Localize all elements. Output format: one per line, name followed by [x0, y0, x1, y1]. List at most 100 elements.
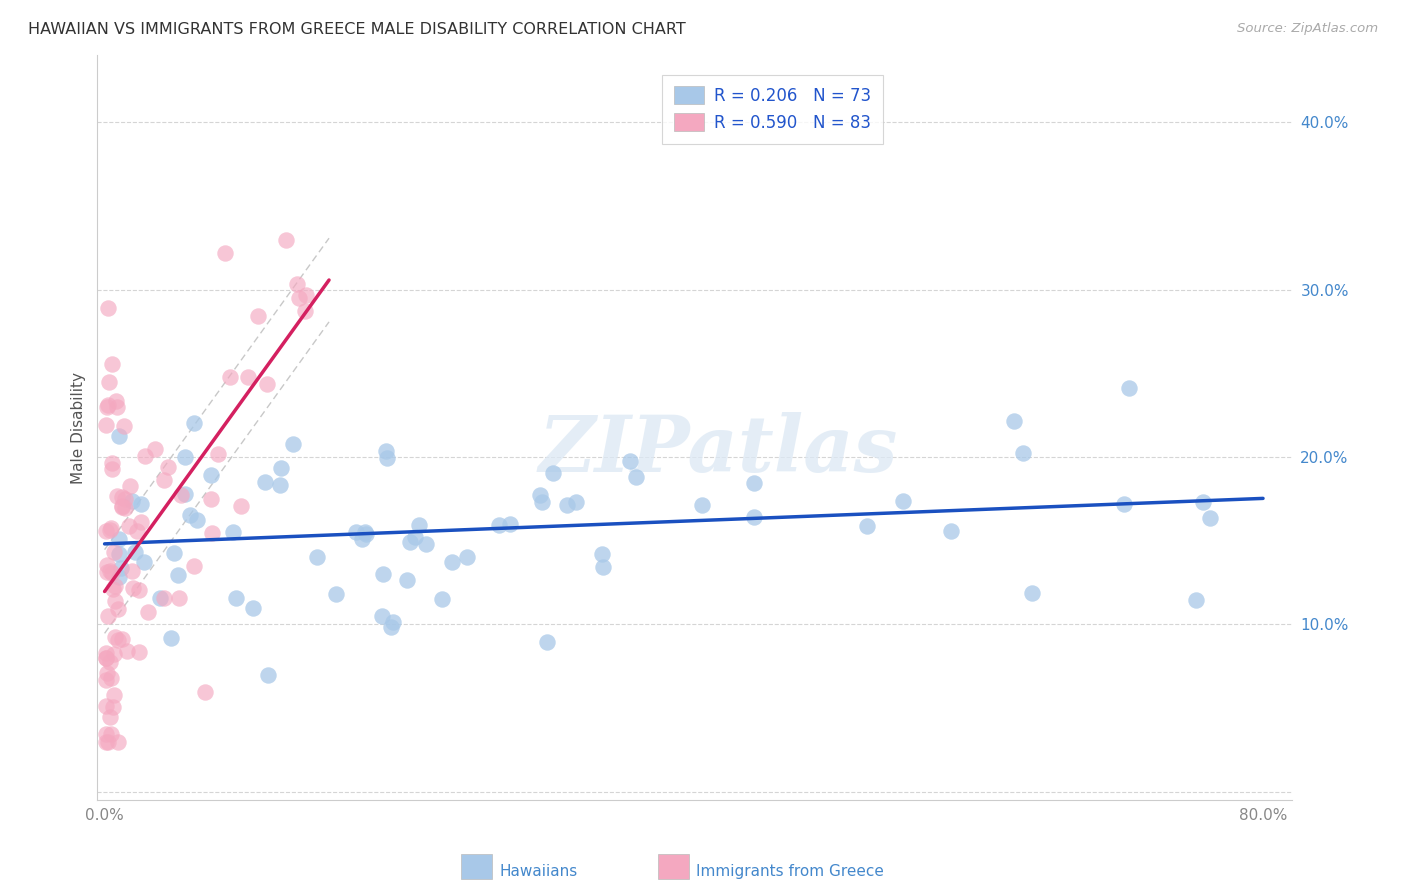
Point	[488, 517, 510, 532]
Point	[1198, 510, 1220, 524]
Point	[207, 447, 229, 461]
Point	[541, 466, 564, 480]
Point	[108, 533, 131, 547]
Point	[143, 442, 166, 456]
Point	[101, 456, 124, 470]
Point	[294, 303, 316, 318]
Point	[274, 233, 297, 247]
Point	[163, 546, 186, 560]
Point	[112, 419, 135, 434]
Point	[124, 545, 146, 559]
Point	[103, 648, 125, 662]
Point	[173, 487, 195, 501]
Point	[107, 632, 129, 647]
Point	[1012, 446, 1035, 460]
Point	[94, 727, 117, 741]
Point	[103, 688, 125, 702]
Point	[110, 632, 132, 647]
Point	[166, 568, 188, 582]
Text: HAWAIIAN VS IMMIGRANTS FROM GREECE MALE DISABILITY CORRELATION CHART: HAWAIIAN VS IMMIGRANTS FROM GREECE MALE …	[28, 22, 686, 37]
Point	[157, 460, 180, 475]
Point	[1118, 381, 1140, 395]
Point	[939, 524, 962, 538]
Point	[94, 651, 117, 665]
Point	[100, 727, 122, 741]
Point	[242, 600, 264, 615]
Point	[626, 470, 648, 484]
Point	[167, 591, 190, 605]
Point	[104, 630, 127, 644]
Point	[97, 734, 120, 748]
Point	[344, 524, 367, 539]
Point	[1021, 586, 1043, 600]
Point	[110, 490, 132, 504]
Point	[129, 516, 152, 530]
Point	[200, 491, 222, 506]
Point	[108, 569, 131, 583]
Point	[96, 558, 118, 573]
Point	[104, 394, 127, 409]
Point	[1192, 495, 1215, 509]
Point	[118, 519, 141, 533]
Point	[105, 401, 128, 415]
Point	[375, 444, 398, 458]
Point	[254, 475, 277, 489]
Y-axis label: Male Disability: Male Disability	[72, 372, 86, 483]
Point	[225, 591, 247, 606]
Point	[380, 619, 402, 633]
Point	[96, 400, 118, 414]
Point	[371, 608, 394, 623]
Point	[174, 450, 197, 464]
Point	[692, 499, 714, 513]
Point	[200, 467, 222, 482]
Point	[111, 500, 134, 514]
Point	[114, 492, 136, 507]
Point	[186, 513, 208, 527]
Point	[214, 246, 236, 260]
Point	[101, 582, 124, 597]
Point	[104, 578, 127, 592]
Point	[104, 593, 127, 607]
Point	[236, 370, 259, 384]
Point	[246, 310, 269, 324]
Point	[129, 497, 152, 511]
Point	[529, 488, 551, 502]
Point	[404, 530, 426, 544]
Point	[499, 516, 522, 531]
Point	[382, 615, 405, 629]
Point	[94, 673, 117, 687]
Point	[194, 685, 217, 699]
Point	[128, 644, 150, 658]
Point	[110, 560, 132, 574]
Point	[98, 656, 121, 670]
Point	[352, 532, 374, 546]
Point	[288, 291, 311, 305]
Point	[619, 454, 641, 468]
Point	[127, 524, 149, 538]
Point	[103, 699, 125, 714]
Point	[742, 475, 765, 490]
Point	[94, 646, 117, 660]
Point	[456, 549, 478, 564]
Point	[152, 473, 174, 487]
Point	[105, 489, 128, 503]
Point	[325, 587, 347, 601]
Point	[536, 635, 558, 649]
Text: Immigrants from Greece: Immigrants from Greece	[696, 864, 884, 879]
Point	[856, 518, 879, 533]
Point	[98, 710, 121, 724]
Point	[97, 608, 120, 623]
Point	[121, 564, 143, 578]
Point	[97, 398, 120, 412]
Point	[440, 556, 463, 570]
Legend: R = 0.206   N = 73, R = 0.590   N = 83: R = 0.206 N = 73, R = 0.590 N = 83	[662, 75, 883, 144]
Point	[219, 369, 242, 384]
Text: Hawaiians: Hawaiians	[499, 864, 578, 879]
Point	[152, 591, 174, 606]
Point	[100, 671, 122, 685]
Point	[107, 734, 129, 748]
Point	[565, 495, 588, 509]
Point	[160, 631, 183, 645]
Point	[257, 667, 280, 681]
Point	[269, 478, 291, 492]
